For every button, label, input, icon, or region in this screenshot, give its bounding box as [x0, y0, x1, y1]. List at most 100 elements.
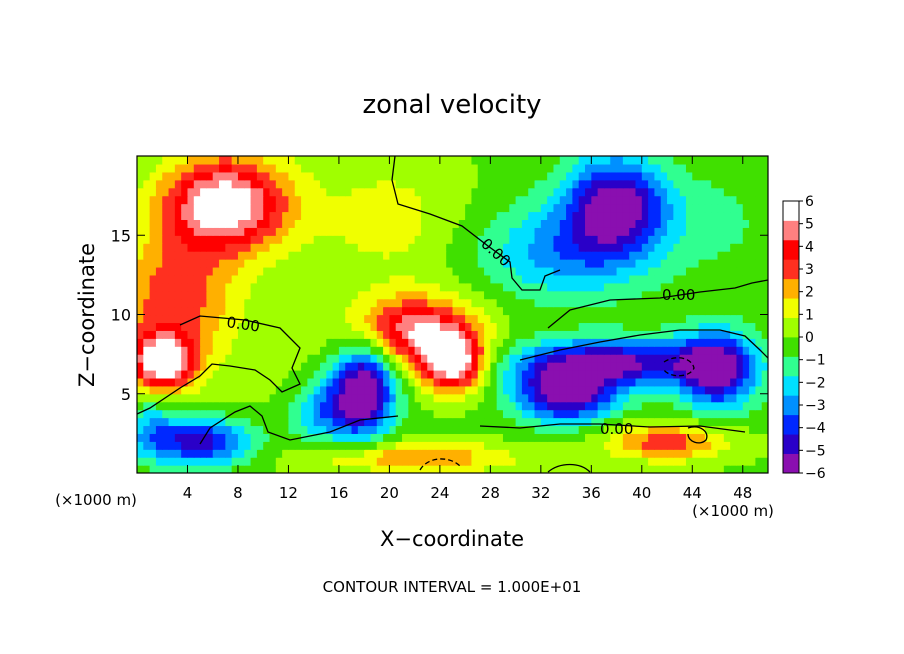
field-cell	[250, 156, 258, 165]
field-cell	[471, 219, 479, 228]
field-cell	[383, 401, 390, 411]
field-cell	[465, 401, 473, 411]
field-cell	[553, 369, 561, 379]
field-cell	[395, 235, 403, 244]
field-cell	[301, 195, 308, 205]
field-cell	[376, 163, 384, 173]
field-cell	[225, 338, 233, 347]
field-cell	[420, 409, 428, 419]
field-cell	[439, 298, 447, 308]
field-cell	[679, 441, 687, 450]
field-cell	[629, 235, 637, 244]
field-cell	[402, 346, 409, 355]
field-cell	[433, 195, 441, 205]
field-cell	[282, 425, 290, 434]
field-cell	[162, 322, 170, 331]
field-cell	[212, 338, 220, 347]
field-cell	[200, 441, 208, 450]
field-cell	[332, 156, 340, 165]
field-cell	[332, 417, 340, 427]
field-cell	[143, 179, 151, 189]
field-cell	[414, 465, 422, 473]
field-cell	[326, 219, 334, 228]
field-cell	[439, 211, 447, 220]
field-cell	[736, 393, 744, 403]
field-cell	[717, 322, 725, 331]
field-cell	[698, 338, 706, 347]
field-cell	[547, 156, 555, 165]
field-cell	[566, 409, 573, 419]
field-cell	[162, 362, 170, 371]
field-cell	[357, 259, 365, 268]
x-axis-label: X−coordinate	[380, 527, 524, 551]
field-cell	[364, 179, 372, 189]
field-cell	[256, 156, 264, 165]
field-cell	[673, 259, 681, 268]
field-cell	[282, 369, 290, 379]
field-cell	[578, 354, 586, 363]
field-cell	[509, 330, 517, 339]
field-cell	[711, 465, 719, 473]
field-cell	[648, 354, 656, 363]
field-cell	[338, 259, 346, 268]
field-cell	[648, 235, 656, 244]
field-cell	[389, 266, 397, 276]
field-cell	[698, 235, 706, 244]
field-cell	[294, 274, 302, 284]
field-cell	[660, 298, 668, 308]
field-cell	[370, 306, 378, 316]
field-cell	[433, 298, 441, 308]
field-cell	[679, 203, 687, 213]
field-cell	[162, 235, 170, 244]
field-cell	[263, 195, 271, 205]
field-cell	[313, 187, 321, 197]
field-cell	[692, 227, 700, 236]
field-cell	[452, 163, 460, 173]
field-cell	[572, 163, 580, 173]
field-cell	[332, 211, 340, 220]
field-cell	[389, 417, 397, 427]
field-cell	[730, 274, 738, 284]
field-cell	[288, 369, 296, 379]
field-cell	[667, 425, 674, 434]
field-cell	[162, 163, 170, 173]
field-cell	[711, 274, 719, 284]
field-cell	[294, 282, 302, 292]
field-cell	[736, 306, 744, 316]
field-cell	[193, 219, 201, 228]
field-cell	[420, 187, 428, 197]
field-cell	[547, 465, 555, 473]
field-cell	[509, 251, 517, 260]
field-cell	[351, 211, 359, 220]
field-cell	[275, 259, 283, 268]
field-cell	[301, 266, 308, 276]
field-cell	[351, 243, 359, 252]
field-cell	[698, 187, 706, 197]
field-cell	[540, 465, 548, 473]
field-cell	[761, 465, 768, 473]
field-cell	[553, 243, 561, 252]
field-cell	[477, 235, 485, 244]
field-cell	[698, 417, 706, 427]
field-cell	[338, 171, 346, 181]
field-cell	[439, 171, 447, 181]
field-cell	[275, 156, 283, 165]
field-cell	[635, 266, 643, 276]
field-cell	[420, 433, 428, 442]
field-cell	[275, 465, 283, 473]
field-cell	[603, 171, 611, 181]
field-cell	[667, 211, 674, 220]
field-cell	[585, 243, 592, 252]
field-cell	[181, 354, 189, 363]
field-cell	[137, 385, 144, 395]
field-cell	[673, 298, 681, 308]
field-cell	[465, 195, 473, 205]
field-cell	[427, 156, 435, 165]
field-cell	[168, 187, 176, 197]
field-cell	[389, 338, 397, 347]
field-cell	[193, 346, 201, 355]
field-cell	[212, 227, 220, 236]
field-cell	[477, 251, 485, 260]
